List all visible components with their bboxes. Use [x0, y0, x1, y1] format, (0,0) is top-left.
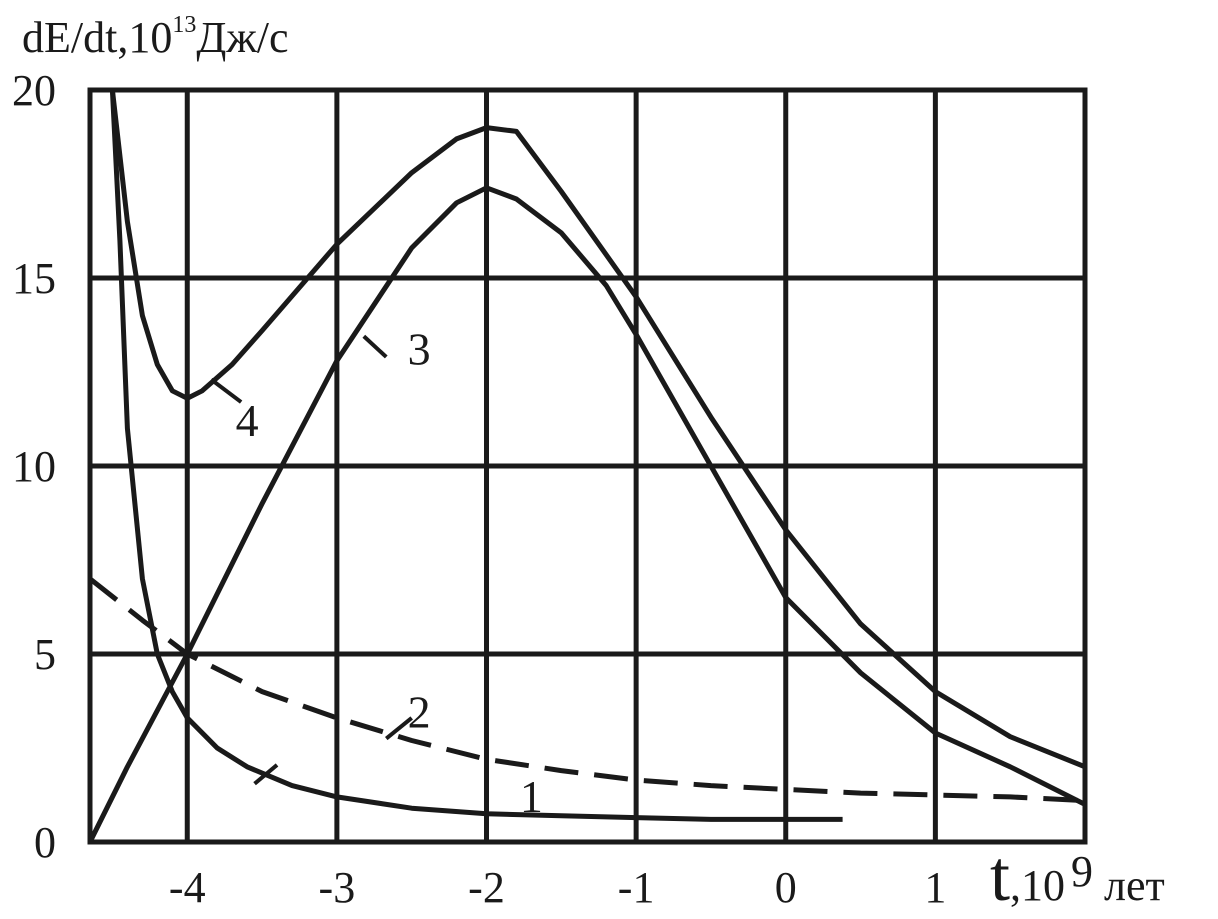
curve-label-leader [362, 334, 388, 359]
curve-label: 2 [408, 686, 431, 737]
series-line-1 [109, 90, 843, 822]
x-tick-label: -3 [319, 863, 356, 912]
x-axis-label-symbol: t [990, 836, 1010, 916]
y-tick-label: 15 [12, 254, 56, 303]
x-axis-label: t,10 9 лет [990, 836, 1165, 916]
x-tick-label: -4 [169, 863, 206, 912]
x-tick-label: -1 [618, 863, 655, 912]
curve-label: 1 [520, 771, 543, 822]
y-tick-label: 10 [12, 442, 56, 491]
series-line-4 [109, 90, 1085, 770]
x-tick-label: -2 [468, 863, 505, 912]
x-axis-label-exponent: 9 [1071, 847, 1093, 896]
x-tick-label: 1 [924, 863, 946, 912]
y-tick-label: 0 [34, 818, 56, 867]
y-axis-label: dE/dt,1013Дж/с [22, 12, 289, 62]
series-line-2 [90, 576, 1085, 804]
curve-label: 3 [408, 323, 431, 374]
y-axis-label-prefix: dE/dt,10 [22, 13, 172, 62]
x-tick-label: 0 [775, 863, 797, 912]
series-group [90, 90, 1085, 842]
y-axis-label-exponent: 13 [172, 12, 196, 38]
curve-labels: 1 2 3 4 [209, 323, 543, 822]
curve-label: 4 [236, 395, 259, 446]
x-axis-label-unit: лет [1093, 861, 1165, 910]
curve-label-leader [384, 716, 413, 741]
y-tick-label: 5 [34, 630, 56, 679]
y-axis-label-unit: Дж/с [196, 13, 288, 62]
grid [90, 90, 1085, 842]
plot-frame [87, 87, 1088, 845]
curve-label-leader [253, 763, 279, 786]
curve-label-leader [209, 377, 243, 404]
series-line-3 [90, 185, 1085, 842]
x-axis-label-prefix: ,10 [1010, 861, 1065, 910]
y-tick-label: 20 [12, 66, 56, 115]
